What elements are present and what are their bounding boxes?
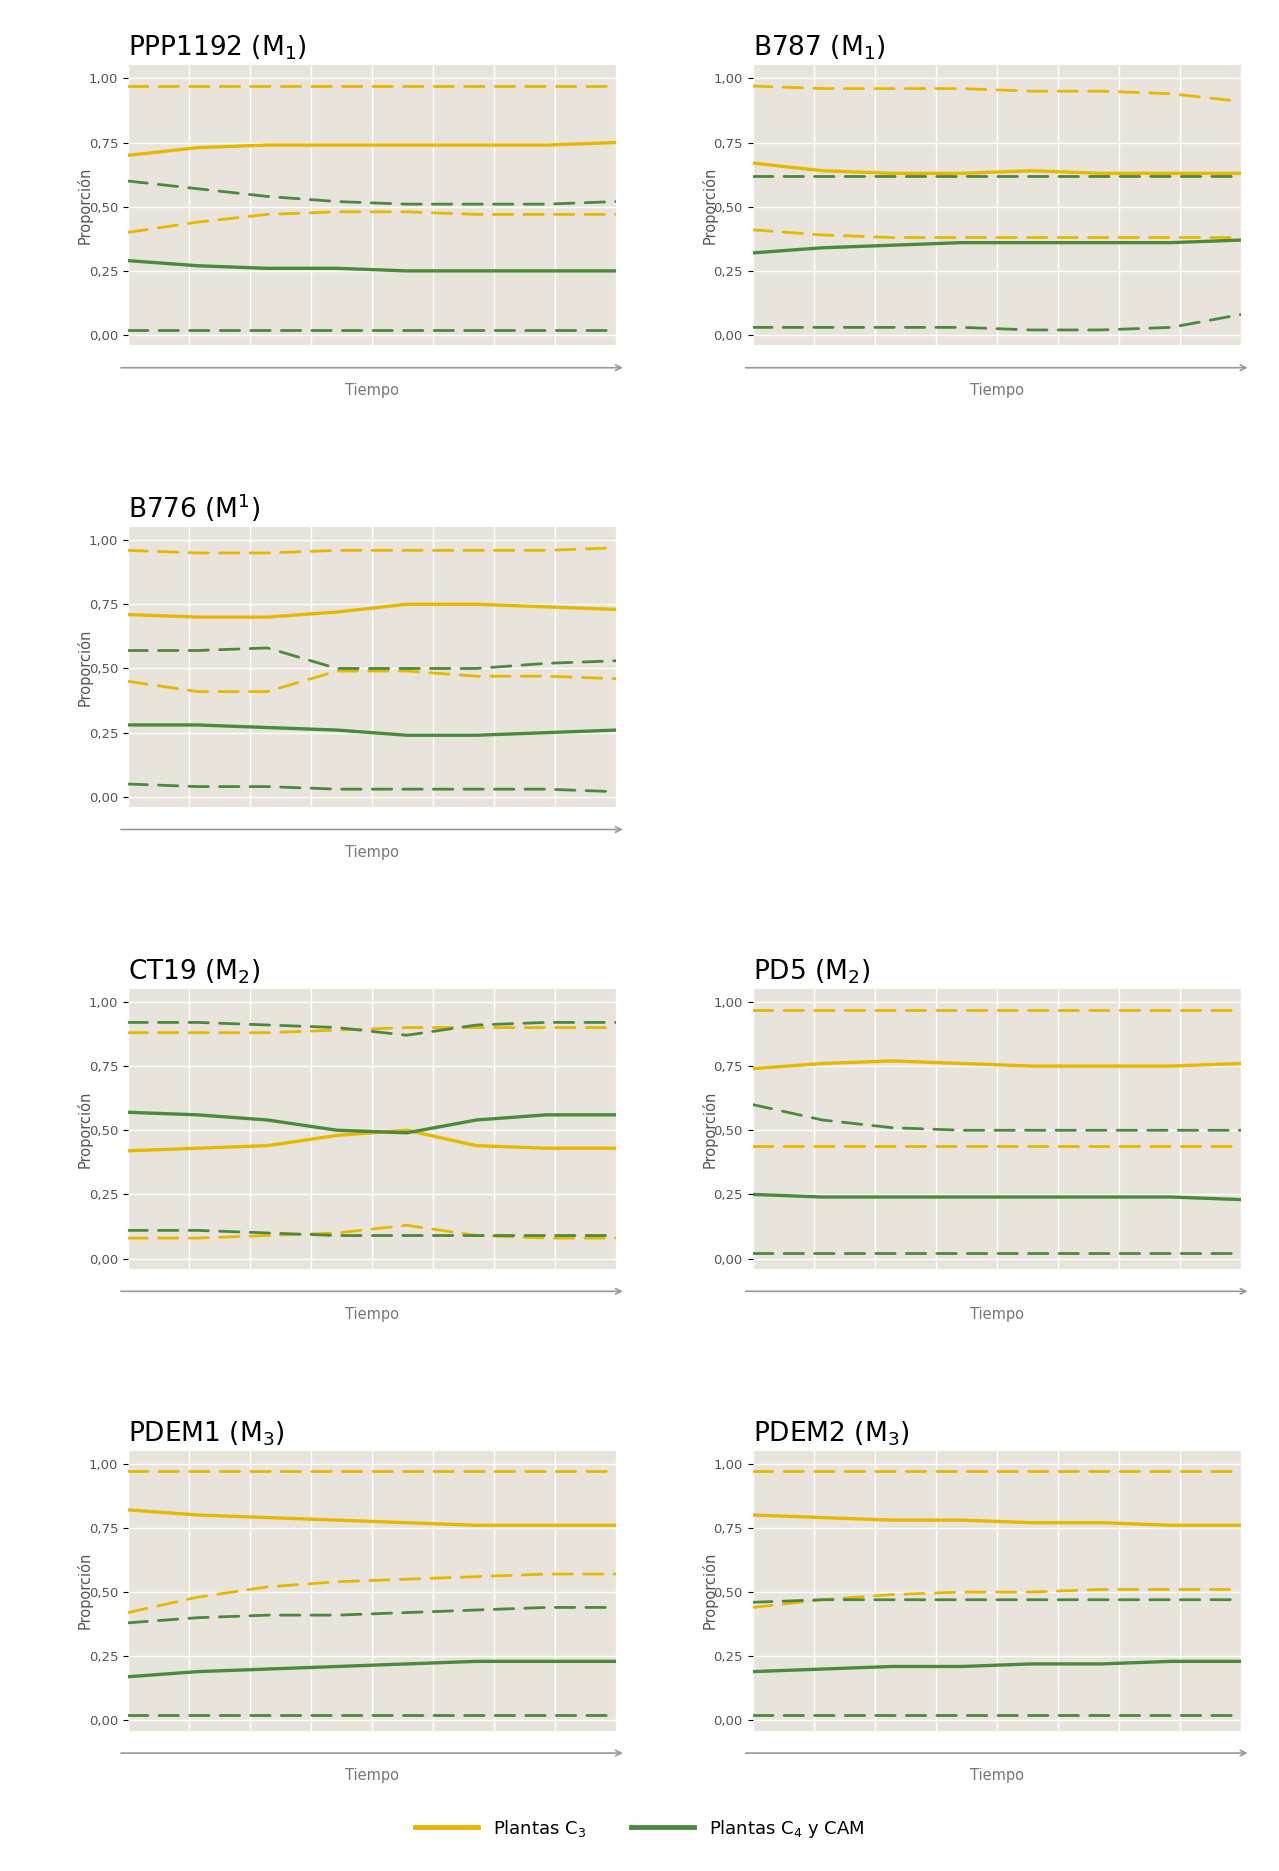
Text: Tiempo: Tiempo (969, 1306, 1023, 1321)
Text: PD5 (M$_{2}$): PD5 (M$_{2}$) (752, 958, 870, 986)
Text: Tiempo: Tiempo (345, 1768, 399, 1783)
Text: PDEM2 (M$_{3}$): PDEM2 (M$_{3}$) (752, 1418, 909, 1448)
Text: Tiempo: Tiempo (345, 1306, 399, 1321)
Y-axis label: Proporción: Proporción (77, 1553, 92, 1630)
Text: PPP1192 (M$_{1}$): PPP1192 (M$_{1}$) (128, 34, 307, 62)
Text: Tiempo: Tiempo (969, 384, 1023, 399)
Text: B776 (M$^{1}$): B776 (M$^{1}$) (128, 490, 260, 524)
Y-axis label: Proporción: Proporción (701, 167, 718, 243)
Legend: Plantas C$_3$, Plantas C$_4$ y CAM: Plantas C$_3$, Plantas C$_4$ y CAM (408, 1811, 871, 1847)
Y-axis label: Proporción: Proporción (701, 1553, 718, 1630)
Text: CT19 (M$_{2}$): CT19 (M$_{2}$) (128, 958, 260, 986)
Y-axis label: Proporción: Proporción (77, 629, 92, 705)
Text: Tiempo: Tiempo (345, 846, 399, 861)
Y-axis label: Proporción: Proporción (77, 167, 92, 243)
Text: Tiempo: Tiempo (969, 1768, 1023, 1783)
Y-axis label: Proporción: Proporción (701, 1091, 718, 1168)
Text: B787 (M$_{1}$): B787 (M$_{1}$) (752, 34, 885, 62)
Text: Tiempo: Tiempo (345, 384, 399, 399)
Y-axis label: Proporción: Proporción (77, 1091, 92, 1168)
Text: PDEM1 (M$_{3}$): PDEM1 (M$_{3}$) (128, 1418, 284, 1448)
